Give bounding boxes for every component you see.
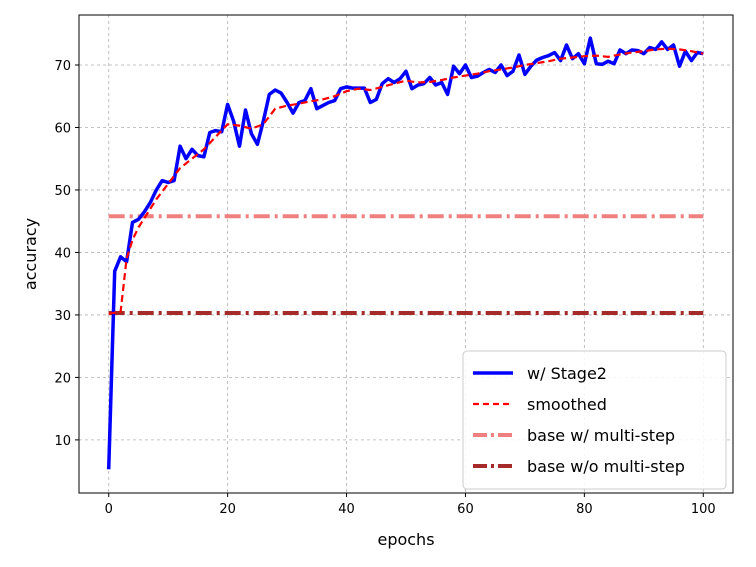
y-tick-label: 50: [54, 184, 71, 199]
plot-lines: [106, 36, 704, 470]
y-tick-label: 40: [54, 246, 71, 261]
y-tick-label: 60: [54, 121, 71, 136]
legend-label: base w/o multi-step: [527, 457, 685, 476]
legend-label: base w/ multi-step: [527, 426, 675, 445]
legend-label: w/ Stage2: [527, 364, 607, 383]
plot-frame: [78, 14, 734, 494]
x-tick-label: 20: [219, 502, 236, 517]
x-tick-label: 0: [105, 502, 113, 517]
x-tick-label: 40: [338, 502, 355, 517]
legend-box: [462, 350, 727, 490]
y-tick-label: 30: [54, 309, 71, 324]
y-tick-label: 20: [54, 371, 71, 386]
x-axis-label: epochs: [377, 530, 434, 549]
x-tick-label: 100: [691, 502, 716, 517]
series-line-w-stage2: [106, 36, 704, 470]
y-axis-label: accuracy: [21, 218, 40, 290]
y-tick-label: 10: [54, 434, 71, 449]
x-tick-label: 80: [576, 502, 593, 517]
axis-ticks: 0 20 40 60 80 100 10 20 30 40 50 60 70: [54, 59, 715, 517]
legend: w/ Stage2 smoothed base w/ multi-step base …: [462, 350, 727, 490]
legend-label: smoothed: [527, 395, 607, 414]
x-tick-label: 60: [457, 502, 474, 517]
series-line-smoothed: [108, 47, 704, 315]
y-tick-label: 70: [54, 59, 71, 74]
